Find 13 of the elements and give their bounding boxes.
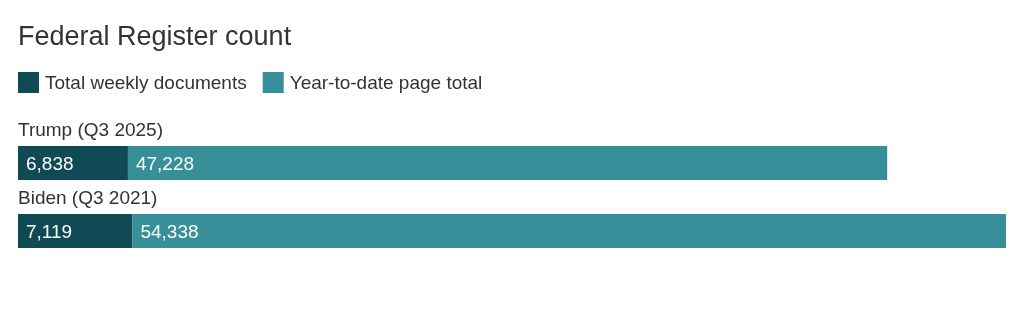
y-tick-label: Biden (Q3 2021): [18, 187, 158, 208]
data-label: 7,119: [26, 221, 73, 242]
data-label: 47,228: [135, 153, 195, 174]
data-label: 6,838: [26, 153, 74, 174]
legend-label: Total weekly documents: [45, 72, 247, 93]
bar: [18, 146, 128, 180]
legend-label: Year-to-date page total: [289, 72, 483, 93]
bar: [127, 146, 888, 180]
bar: [18, 214, 133, 248]
bar: [132, 214, 1006, 248]
y-tick-label: Trump (Q3 2025): [18, 119, 164, 140]
data-label: 54,338: [140, 221, 199, 242]
chart-title: Federal Register count: [18, 21, 292, 51]
